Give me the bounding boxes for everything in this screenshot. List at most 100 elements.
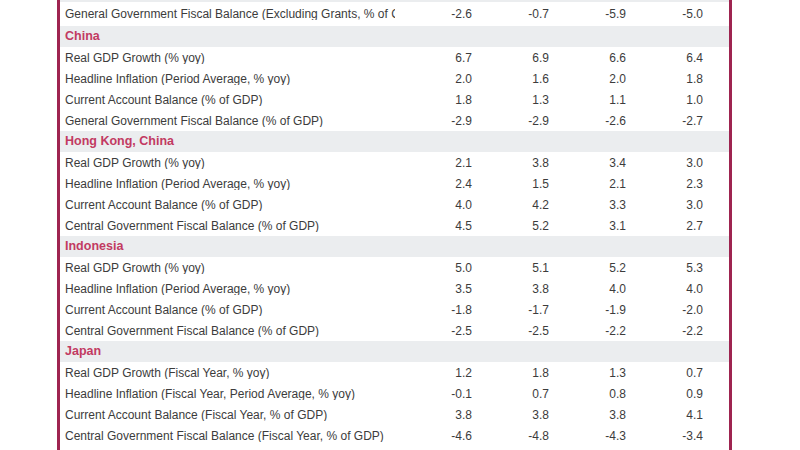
row-label: Current Account Balance (Fiscal Year, % … — [60, 409, 395, 421]
table-row: Central Government Fiscal Balance (% of … — [60, 215, 729, 236]
row-label: Central Government Fiscal Balance (% of … — [60, 325, 395, 337]
table-row: Current Account Balance (Fiscal Year, % … — [60, 404, 729, 425]
value-cell: 6.9 — [472, 52, 549, 64]
value-cell: 5.2 — [549, 262, 626, 274]
value-cell: 1.5 — [472, 178, 549, 190]
value-cell: 1.2 — [395, 367, 472, 379]
value-cell: 5.3 — [626, 262, 703, 274]
value-cell: -4.3 — [549, 430, 626, 442]
country-header-row: Japan — [60, 341, 729, 362]
row-label: Real GDP Growth (% yoy) — [60, 52, 395, 64]
value-cell: 2.7 — [626, 220, 703, 232]
value-cell: 3.8 — [472, 283, 549, 295]
value-cell: 0.7 — [626, 367, 703, 379]
country-name: Japan — [60, 345, 703, 358]
value-cell: 1.8 — [626, 73, 703, 85]
table-row: Headline Inflation (Period Average, % yo… — [60, 173, 729, 194]
value-cell: -0.7 — [472, 8, 549, 20]
row-label: Real GDP Growth (Fiscal Year, % yoy) — [60, 367, 395, 379]
value-cell: 3.8 — [549, 409, 626, 421]
value-cell: -2.5 — [395, 325, 472, 337]
country-name: China — [60, 30, 703, 43]
value-cell: 4.5 — [395, 220, 472, 232]
value-cell: -1.8 — [395, 304, 472, 316]
value-cell: 4.0 — [549, 283, 626, 295]
value-cell: 6.7 — [395, 52, 472, 64]
value-cell: 2.0 — [549, 73, 626, 85]
value-cell: 0.8 — [549, 388, 626, 400]
value-cell: 5.1 — [472, 262, 549, 274]
value-cell: 5.0 — [395, 262, 472, 274]
value-cell: 4.0 — [395, 199, 472, 211]
fiscal-indicators-table: General Government Fiscal Balance (Exclu… — [57, 0, 732, 450]
country-header-row: Indonesia — [60, 236, 729, 257]
table-row: General Government Fiscal Balance (% of … — [60, 110, 729, 131]
value-cell: -3.4 — [626, 430, 703, 442]
row-label: Headline Inflation (Period Average, % yo… — [60, 178, 395, 190]
table-row: Headline Inflation (Fiscal Year, Period … — [60, 383, 729, 404]
value-cell: 1.6 — [472, 73, 549, 85]
table-row: Headline Inflation (Period Average, % yo… — [60, 68, 729, 89]
value-cell: -4.6 — [395, 430, 472, 442]
value-cell: -2.6 — [549, 115, 626, 127]
value-cell: 2.0 — [395, 73, 472, 85]
value-cell: 3.4 — [549, 157, 626, 169]
value-cell: 1.3 — [549, 367, 626, 379]
value-cell: 3.8 — [472, 409, 549, 421]
value-cell: 4.2 — [472, 199, 549, 211]
value-cell: -2.5 — [472, 325, 549, 337]
value-cell: 0.9 — [626, 388, 703, 400]
row-label: Current Account Balance (% of GDP) — [60, 199, 395, 211]
value-cell: -2.2 — [626, 325, 703, 337]
table-row: Real GDP Growth (% yoy)2.13.83.43.0 — [60, 152, 729, 173]
value-cell: -5.9 — [549, 8, 626, 20]
value-cell: 2.4 — [395, 178, 472, 190]
row-label: Real GDP Growth (% yoy) — [60, 262, 395, 274]
table-row: Real GDP Growth (% yoy)6.76.96.66.4 — [60, 47, 729, 68]
value-cell: 3.1 — [549, 220, 626, 232]
value-cell: 6.4 — [626, 52, 703, 64]
country-header-row: Hong Kong, China — [60, 131, 729, 152]
value-cell: 4.0 — [626, 283, 703, 295]
value-cell: 3.3 — [549, 199, 626, 211]
value-cell: 1.0 — [626, 94, 703, 106]
row-label: Headline Inflation (Period Average, % yo… — [60, 283, 395, 295]
table-row: General Government Fiscal Balance (Exclu… — [60, 2, 729, 26]
value-cell: -2.9 — [472, 115, 549, 127]
value-cell: 1.8 — [395, 94, 472, 106]
value-cell: 3.5 — [395, 283, 472, 295]
table-row: Real GDP Growth (Fiscal Year, % yoy)1.21… — [60, 362, 729, 383]
value-cell: -2.7 — [626, 115, 703, 127]
value-cell: 2.3 — [626, 178, 703, 190]
value-cell: -2.6 — [395, 8, 472, 20]
value-cell: 1.3 — [472, 94, 549, 106]
table-row: Current Account Balance (% of GDP)1.81.3… — [60, 89, 729, 110]
value-cell: 1.1 — [549, 94, 626, 106]
row-label: Real GDP Growth (% yoy) — [60, 157, 395, 169]
row-label: Headline Inflation (Period Average, % yo… — [60, 73, 395, 85]
value-cell: -2.0 — [626, 304, 703, 316]
row-label: Current Account Balance (% of GDP) — [60, 94, 395, 106]
value-cell: -0.1 — [395, 388, 472, 400]
row-label: General Government Fiscal Balance (% of … — [60, 115, 395, 127]
value-cell: 2.1 — [549, 178, 626, 190]
table-row: Current Account Balance (% of GDP)4.04.2… — [60, 194, 729, 215]
row-label: Central Government Fiscal Balance (Fisca… — [60, 430, 395, 442]
value-cell: -4.8 — [472, 430, 549, 442]
value-cell: 3.0 — [626, 199, 703, 211]
row-label: General Government Fiscal Balance (Exclu… — [60, 8, 395, 20]
value-cell: 1.8 — [472, 367, 549, 379]
table-row: Headline Inflation (Period Average, % yo… — [60, 278, 729, 299]
value-cell: -5.0 — [626, 8, 703, 20]
table-row: Current Account Balance (% of GDP)-1.8 -1… — [60, 299, 729, 320]
value-cell: 4.1 — [626, 409, 703, 421]
row-label: Headline Inflation (Fiscal Year, Period … — [60, 388, 395, 400]
table-row: Central Government Fiscal Balance (% of … — [60, 320, 729, 341]
value-cell: 3.0 — [626, 157, 703, 169]
country-header-row: China — [60, 26, 729, 47]
value-cell: -1.9 — [549, 304, 626, 316]
value-cell: 6.6 — [549, 52, 626, 64]
value-cell: 2.1 — [395, 157, 472, 169]
row-label: Current Account Balance (% of GDP) — [60, 304, 395, 316]
table-row: Central Government Fiscal Balance (Fisca… — [60, 425, 729, 446]
